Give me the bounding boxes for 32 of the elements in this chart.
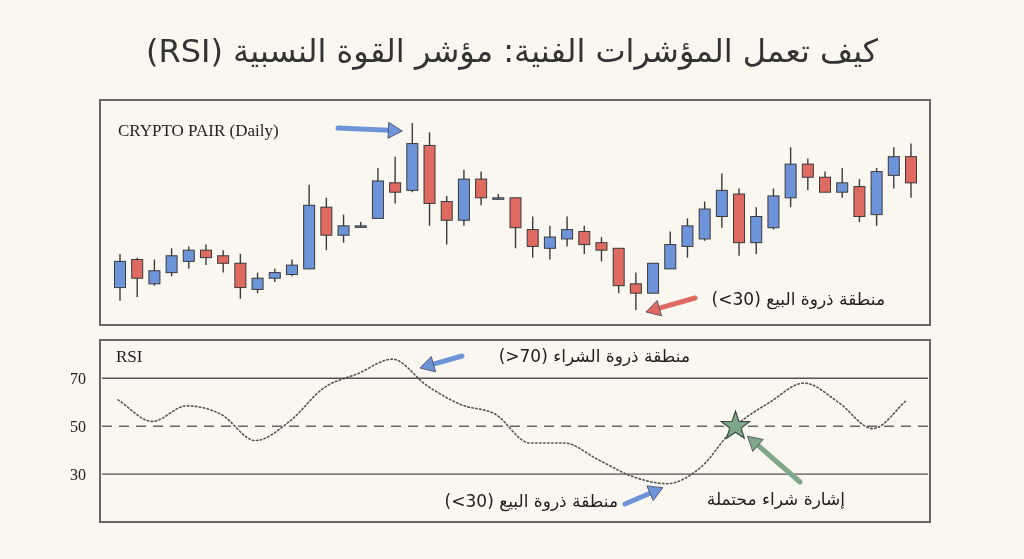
candlestick	[629, 271, 642, 311]
candlestick	[681, 217, 694, 259]
annotation: منطقة ذروة البيع (30>)	[444, 491, 618, 512]
candlestick	[887, 146, 900, 190]
annotation: منطقة ذروة الشراء (70<)	[498, 346, 690, 366]
candlestick	[251, 271, 264, 294]
candlestick	[165, 247, 178, 278]
y-tick-label: 50	[70, 418, 86, 436]
candlestick	[561, 215, 574, 248]
chart-title: كيف تعمل المؤشرات الفنية: مؤشر القوة النسبية (RSI)	[145, 32, 879, 70]
y-tick-label: 30	[70, 466, 86, 484]
candlestick	[819, 170, 832, 193]
candlestick	[148, 258, 161, 287]
candlestick	[543, 225, 556, 261]
candlestick	[578, 225, 591, 255]
candlestick	[217, 249, 230, 274]
candlestick	[595, 236, 608, 263]
candlestick	[337, 213, 350, 244]
candlestick	[440, 195, 453, 246]
candlestick	[389, 155, 402, 205]
candlestick	[836, 167, 849, 199]
chart-title: RSI	[116, 347, 143, 366]
candlestick	[475, 170, 488, 206]
annotation: إشارة شراء محتملة	[706, 489, 845, 509]
candlestick	[526, 215, 539, 259]
candlestick	[182, 245, 195, 270]
annotation: CRYPTO PAIR (Daily)	[118, 121, 279, 140]
candlestick	[199, 243, 212, 266]
candlestick	[801, 157, 814, 192]
annotation: منطقة ذروة البيع (30>)	[711, 289, 885, 310]
y-tick-label: 70	[70, 370, 86, 388]
candlestick	[131, 256, 144, 298]
